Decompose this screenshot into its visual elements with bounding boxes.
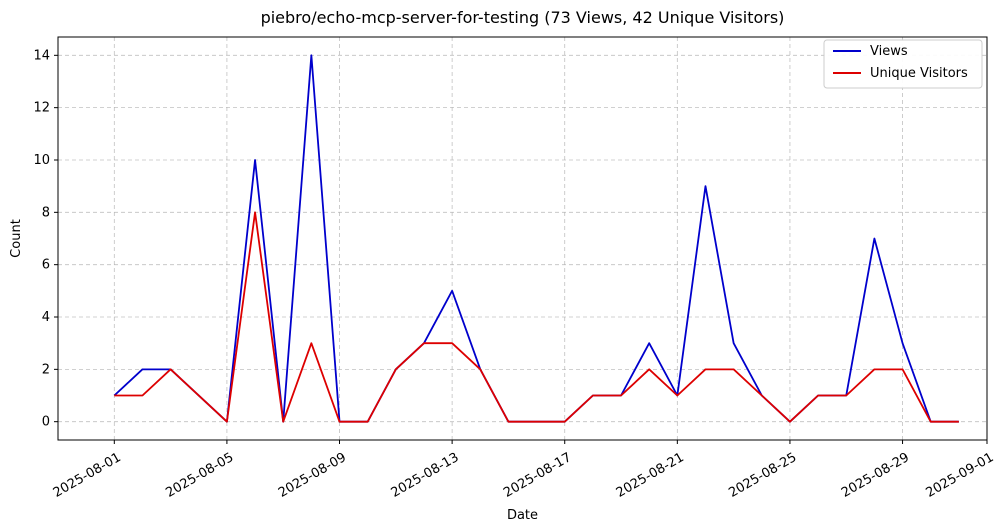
y-tick-label: 8: [42, 205, 50, 220]
x-tick-label: 2025-08-09: [276, 450, 349, 501]
y-tick-label: 12: [33, 101, 50, 116]
y-tick-label: 14: [33, 48, 50, 63]
plot-frame: [57, 36, 988, 441]
y-tick-label: 0: [42, 415, 50, 430]
x-axis-label: Date: [507, 508, 538, 523]
x-tick-label: 2025-09-01: [923, 450, 996, 501]
x-tick-label: 2025-08-21: [614, 450, 687, 501]
x-tick-label: 2025-08-05: [163, 450, 236, 501]
legend: Views Unique Visitors: [823, 39, 983, 89]
y-tick-label: 4: [42, 310, 50, 325]
axis-layer: 0 2 4 6 8 10 12 14 2025-08-01 2025-08-05 2025-08-0…: [33, 48, 996, 501]
series-line-views: [113, 54, 959, 423]
x-tick-label: 2025-08-29: [839, 450, 912, 501]
x-tick-label: 2025-08-01: [51, 450, 124, 501]
chart-title: piebro/echo-mcp-server-for-testing (73 V…: [261, 8, 785, 27]
series-layer: [113, 54, 959, 423]
series-line-unique-visitors: [114, 211, 959, 423]
y-tick-label: 10: [33, 153, 50, 168]
x-tick-label: 2025-08-17: [501, 450, 574, 501]
legend-label-unique-visitors: Unique Visitors: [870, 66, 968, 81]
legend-box: [823, 39, 983, 89]
grid-layer: [58, 37, 988, 440]
y-tick-label: 2: [42, 362, 50, 377]
x-tick-label: 2025-08-25: [726, 450, 799, 501]
legend-label-views: Views: [870, 44, 908, 59]
y-tick-label: 6: [42, 258, 50, 273]
y-axis-label: Count: [9, 219, 24, 258]
x-tick-label: 2025-08-13: [389, 450, 462, 501]
